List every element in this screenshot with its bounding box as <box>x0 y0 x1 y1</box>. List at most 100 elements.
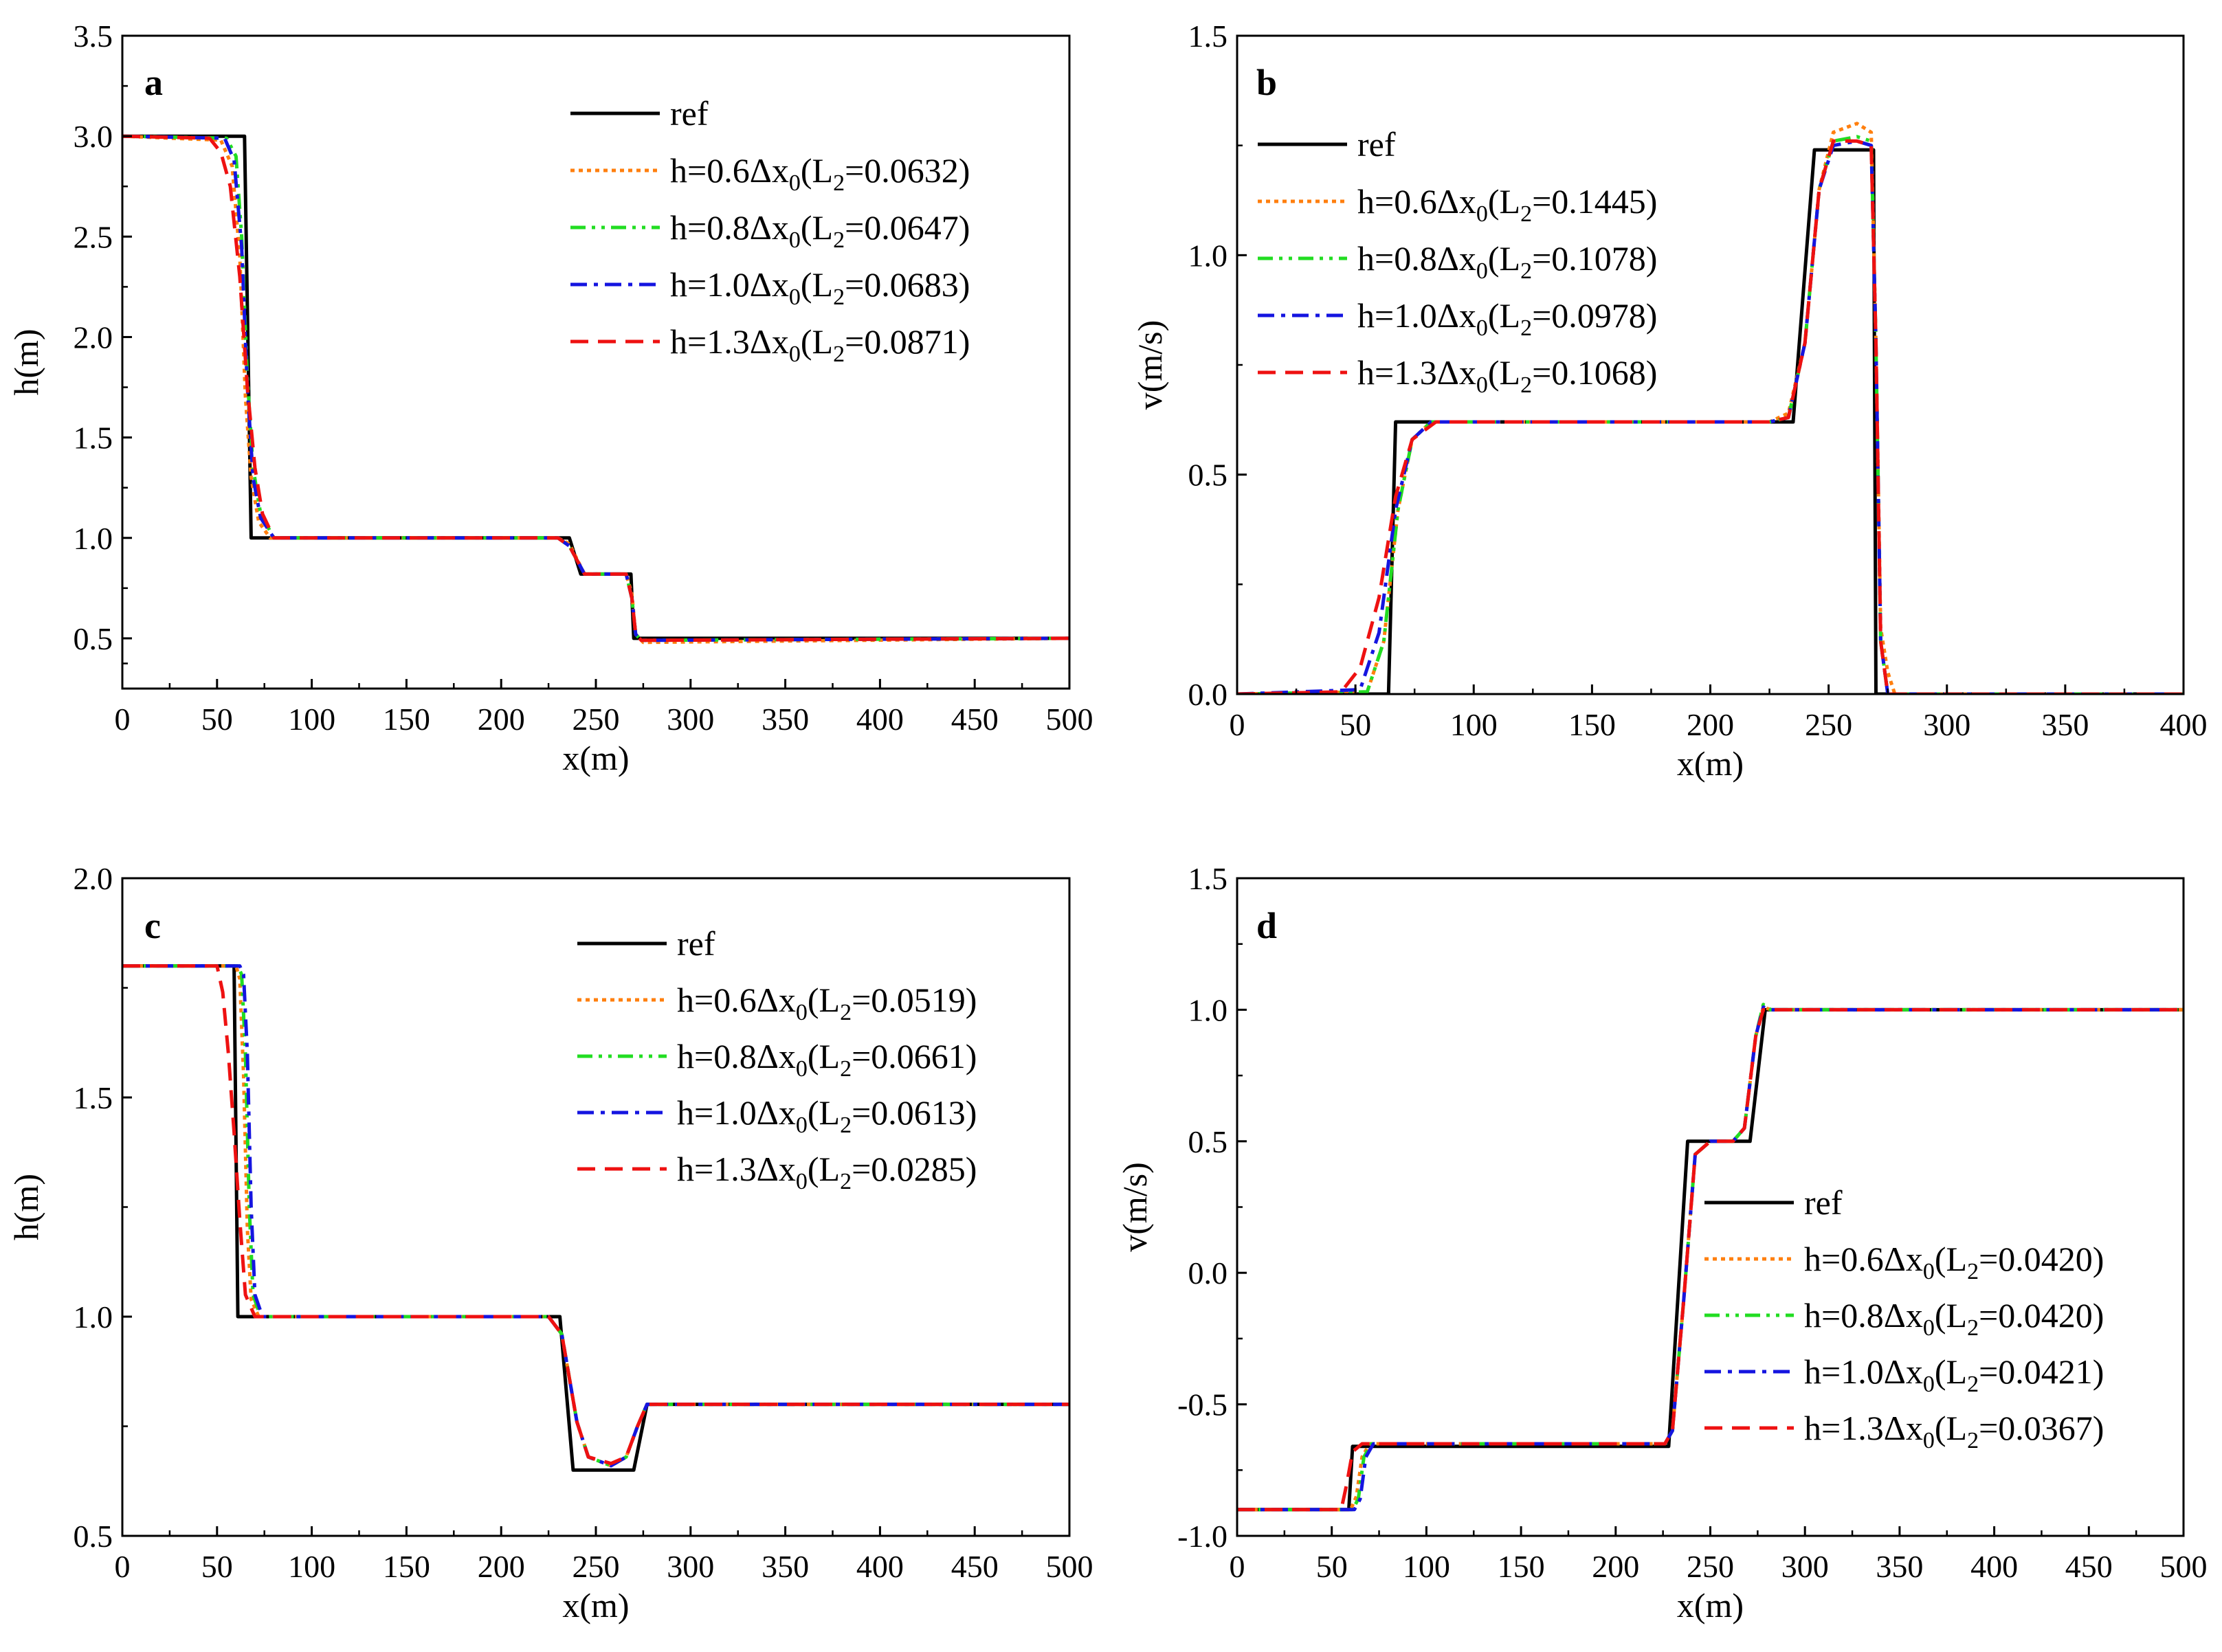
plot-frame <box>121 877 1071 1537</box>
series-line-a-4 <box>122 134 1069 643</box>
y-axis-title: v(m/s) <box>1115 1162 1154 1252</box>
series-line-c-4 <box>122 964 1069 1466</box>
legend-entry: h=1.0Δx0(L2=0.0613) <box>677 1093 977 1138</box>
legend-entry: ref <box>1804 1183 1843 1222</box>
x-tick-label: 0 <box>115 1549 131 1584</box>
plot-frame <box>121 34 1071 690</box>
x-tick-label: 150 <box>383 1549 430 1584</box>
x-axis-title: x(m) <box>1677 744 1744 783</box>
series-line-d-0 <box>1237 1007 2184 1512</box>
x-tick-label: 0 <box>1230 707 1245 742</box>
x-tick-label: 150 <box>1498 1549 1545 1584</box>
panel-label: a <box>144 62 163 103</box>
panel-label: b <box>1256 62 1277 103</box>
series-line-b-4 <box>1237 139 2184 694</box>
legend-entry: h=0.8Δx0(L2=0.0420) <box>1804 1296 2104 1341</box>
legend-entry: h=1.0Δx0(L2=0.0421) <box>1804 1352 2104 1397</box>
legend-entry: h=0.8Δx0(L2=0.0661) <box>677 1037 977 1082</box>
panel-label: d <box>1256 905 1277 946</box>
y-tick-label: 1.5 <box>1188 19 1228 54</box>
x-tick-label: 300 <box>1781 1549 1829 1584</box>
x-tick-label: 0 <box>1230 1549 1245 1584</box>
legend-entry: h=1.3Δx0(L2=0.0367) <box>1804 1409 2104 1453</box>
panel-d: 0 50 100 150 200 250 300 350 400 450 500 -1.0 -0.5 0.… <box>1115 861 2208 1625</box>
legend-entry: h=0.6Δx0(L2=0.0420) <box>1804 1240 2104 1284</box>
legend-entry: h=0.6Δx0(L2=0.0632) <box>670 151 970 196</box>
x-tick-label: 0 <box>115 702 131 737</box>
x-tick-label: 100 <box>1450 707 1498 742</box>
legend-entry: h=1.0Δx0(L2=0.0978) <box>1357 296 1657 341</box>
x-tick-label: 150 <box>1568 707 1616 742</box>
x-axis-title: x(m) <box>562 1586 629 1625</box>
x-tick-label: 50 <box>1340 707 1371 742</box>
x-tick-label: 400 <box>2160 707 2208 742</box>
x-tick-label: 250 <box>1805 707 1852 742</box>
y-tick-label: 0.0 <box>1188 1255 1228 1291</box>
x-tick-label: 400 <box>856 702 904 737</box>
panel-label: c <box>144 905 161 946</box>
series-line-d-4 <box>1237 1007 2184 1512</box>
y-axis-title: h(m) <box>7 1174 45 1240</box>
y-tick-label: 2.5 <box>74 219 113 254</box>
x-tick-label: 200 <box>1687 707 1734 742</box>
y-tick-label: 0.5 <box>74 621 113 656</box>
y-tick-label: 1.0 <box>1188 992 1228 1027</box>
panel-b: 0 50 100 150 200 250 300 350 400 0.0 0.5 1.0 1.5 x(m)… <box>1131 19 2208 783</box>
y-tick-label: 1.5 <box>74 421 113 456</box>
x-tick-label: 250 <box>1687 1549 1734 1584</box>
x-tick-label: 100 <box>1403 1549 1450 1584</box>
x-tick-label: 200 <box>478 702 525 737</box>
y-tick-label: 0.0 <box>1188 677 1228 712</box>
x-tick-label: 200 <box>1592 1549 1639 1584</box>
x-tick-label: 250 <box>573 702 620 737</box>
x-axis-title: x(m) <box>1677 1586 1744 1625</box>
y-tick-label: 2.0 <box>74 320 113 355</box>
x-tick-label: 100 <box>288 1549 335 1584</box>
x-tick-label: 500 <box>1046 1549 1093 1584</box>
series-line-b-0 <box>1237 148 2184 694</box>
y-axis-title: v(m/s) <box>1131 320 1169 410</box>
legend-entry: h=1.3Δx0(L2=0.1068) <box>1357 353 1657 398</box>
x-tick-label: 450 <box>2065 1549 2113 1584</box>
x-tick-label: 50 <box>1316 1549 1348 1584</box>
legend-entry: h=0.6Δx0(L2=0.1445) <box>1357 182 1657 227</box>
y-tick-label: 0.5 <box>74 1519 113 1554</box>
legend-entry: h=0.6Δx0(L2=0.0519) <box>677 981 977 1025</box>
y-tick-label: 3.5 <box>74 19 113 54</box>
legend-entry: ref <box>677 924 715 963</box>
legend-entry: h=1.0Δx0(L2=0.0683) <box>670 265 970 310</box>
x-tick-label: 250 <box>573 1549 620 1584</box>
y-tick-label: 2.0 <box>74 861 113 896</box>
x-tick-label: 300 <box>1923 707 1970 742</box>
x-tick-label: 100 <box>288 702 335 737</box>
x-tick-label: 450 <box>951 1549 999 1584</box>
y-tick-label: 1.5 <box>1188 861 1228 896</box>
legend-entry: h=1.3Δx0(L2=0.0871) <box>670 322 970 367</box>
x-tick-label: 150 <box>383 702 430 737</box>
y-tick-label: 1.0 <box>1188 238 1228 273</box>
legend-entry: ref <box>1357 125 1396 164</box>
x-tick-label: 500 <box>2160 1549 2208 1584</box>
x-tick-label: 450 <box>951 702 999 737</box>
x-tick-label: 400 <box>1970 1549 2018 1584</box>
legend-entry: h=1.3Δx0(L2=0.0285) <box>677 1150 977 1194</box>
y-tick-label: 3.0 <box>74 119 113 154</box>
legend-entry: ref <box>670 94 709 133</box>
panel-a: 0 50 100 150 200 250 300 350 400 450 500 0.5 1.0 1.5 2… <box>7 19 1093 777</box>
y-tick-label: 1.5 <box>74 1080 113 1115</box>
y-tick-label: -0.5 <box>1177 1387 1227 1422</box>
y-axis-title: h(m) <box>7 328 45 395</box>
x-tick-label: 350 <box>1876 1549 1923 1584</box>
x-tick-label: 350 <box>762 702 809 737</box>
x-tick-label: 350 <box>762 1549 809 1584</box>
y-tick-label: -1.0 <box>1177 1519 1227 1554</box>
x-tick-label: 200 <box>478 1549 525 1584</box>
series-line-c-0 <box>122 964 1069 1472</box>
y-tick-label: 0.5 <box>1188 458 1228 493</box>
x-tick-label: 300 <box>667 1549 714 1584</box>
legend-entry: h=0.8Δx0(L2=0.0647) <box>670 208 970 253</box>
y-tick-label: 1.0 <box>74 1299 113 1335</box>
x-tick-label: 50 <box>201 702 233 737</box>
x-tick-label: 350 <box>2041 707 2089 742</box>
